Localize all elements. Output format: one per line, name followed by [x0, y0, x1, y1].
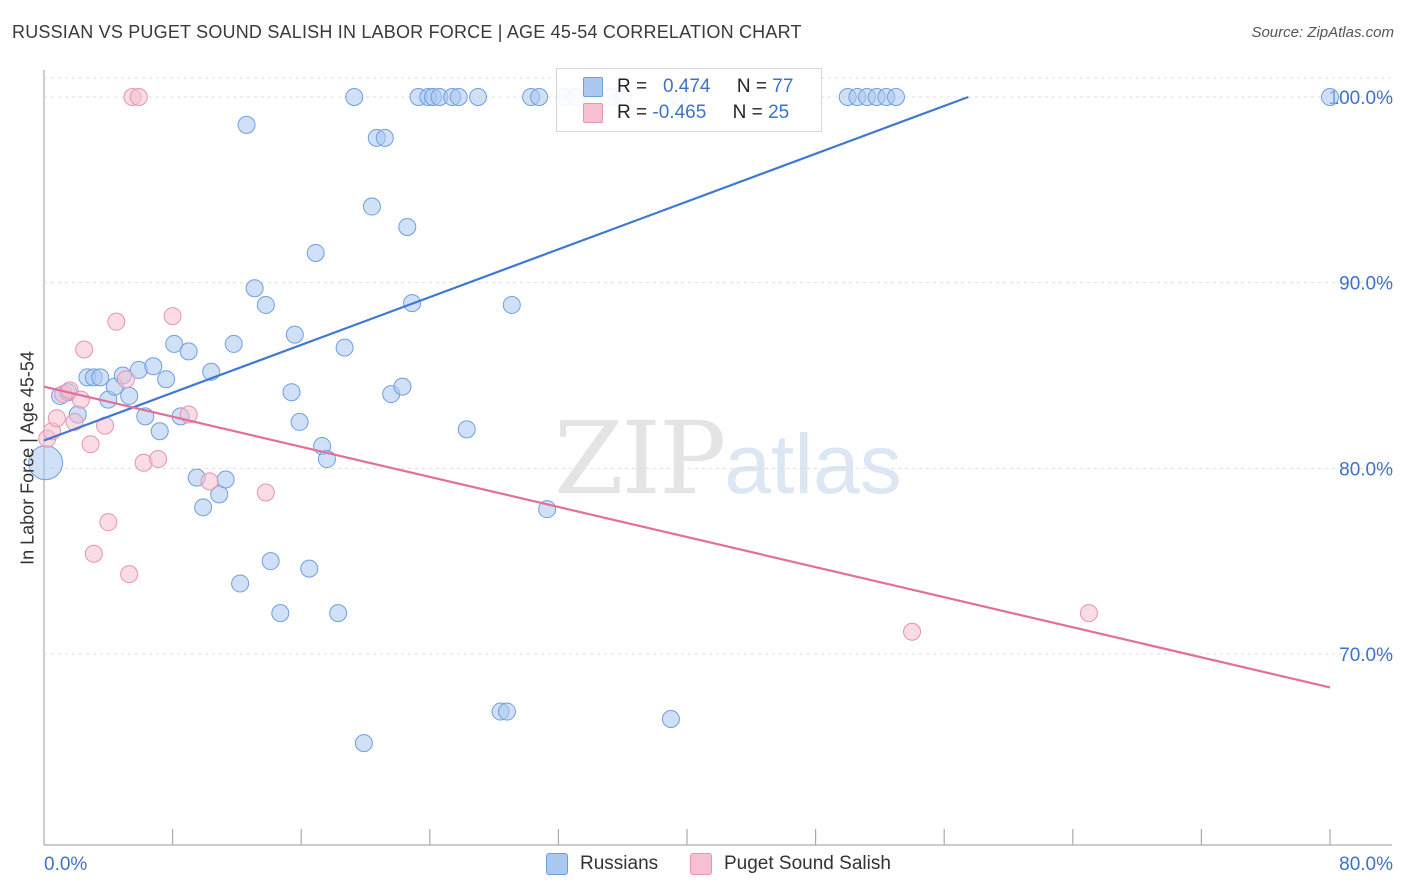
bottom-swatch-puget [690, 853, 712, 875]
legend-swatch-puget [583, 103, 603, 123]
puget-point [107, 312, 126, 331]
bottom-legend-label: Russians [580, 853, 659, 874]
russians-point [449, 88, 468, 106]
watermark-zip: ZIP [554, 400, 726, 517]
y-tick-label: 90.0% [1339, 274, 1393, 295]
y-tick-label: 100.0% [1329, 88, 1394, 109]
russians-point [375, 128, 394, 147]
legend-r-value: -0.465 [652, 102, 707, 123]
puget-point [256, 483, 275, 502]
russians-point [530, 88, 549, 106]
russians-point [150, 422, 169, 441]
legend-n-label: N = [732, 102, 763, 123]
x-tick-label: 80.0% [1339, 854, 1393, 875]
legend-row-russians: R = 0.474 N = 77 [583, 75, 793, 99]
puget-point [129, 88, 148, 106]
puget-point [99, 513, 118, 532]
russians-point [345, 88, 364, 106]
bottom-legend-russians: Russians [546, 853, 658, 875]
puget-point [81, 435, 100, 454]
russians-point [290, 412, 309, 431]
puget-point [75, 340, 94, 359]
russians-point [886, 88, 905, 106]
russians-point [393, 377, 412, 396]
russians-point [261, 552, 280, 571]
y-tick-label: 80.0% [1339, 459, 1393, 480]
puget-trendline [43, 385, 1331, 689]
puget-point [200, 472, 219, 491]
russians-point [329, 604, 348, 623]
russians-point [231, 574, 250, 593]
russians-point [165, 334, 184, 353]
russians-point [282, 383, 301, 402]
russians-point [285, 325, 304, 344]
russians-point [502, 295, 521, 314]
russians-point [497, 702, 516, 721]
puget-point [47, 409, 66, 428]
russians-point [398, 217, 417, 236]
russians-point [224, 334, 243, 353]
russians-point [335, 338, 354, 357]
puget-point [163, 307, 182, 326]
y-axis-label: In Labor Force | Age 45-54 [17, 351, 38, 565]
russians-point [306, 243, 325, 262]
correlation-legend: R = 0.474 N = 77 R = -0.465 N = 25 [556, 68, 822, 132]
russians-point [661, 709, 680, 728]
russians-point [245, 279, 264, 298]
y-tick-label: 70.0% [1339, 645, 1393, 666]
russians-point [457, 420, 476, 439]
legend-n-value: 25 [768, 102, 790, 123]
chart-title: RUSSIAN VS PUGET SOUND SALISH IN LABOR F… [12, 22, 802, 42]
russians-point [237, 115, 256, 134]
legend-n-label: N = [736, 76, 768, 97]
legend-r-value: 0.474 [662, 76, 711, 97]
russians-point [144, 357, 163, 376]
legend-n-value: 77 [772, 76, 794, 97]
x-tick-label: 0.0% [44, 854, 87, 875]
watermark: ZIPatlas [554, 400, 902, 517]
russians-trendline [43, 95, 969, 442]
russians-point [354, 734, 373, 753]
puget-point [1079, 604, 1098, 623]
puget-point [149, 450, 168, 469]
puget-point [903, 622, 922, 641]
russians-point [194, 498, 213, 517]
russians-point [210, 485, 229, 504]
puget-point [116, 370, 135, 389]
watermark-atlas: atlas [724, 417, 902, 511]
puget-point [65, 412, 84, 431]
russians-point [120, 386, 139, 405]
source-label: Source: ZipAtlas.com [1251, 24, 1394, 41]
bottom-legend-label: Puget Sound Salish [724, 853, 891, 874]
legend-swatch-russians [583, 77, 603, 97]
russians-point [271, 604, 290, 623]
russians-point [362, 197, 381, 216]
puget-point [84, 544, 103, 563]
russians-point [300, 559, 319, 578]
legend-r-label: R = [617, 102, 648, 123]
russians-point [157, 370, 176, 389]
russians-point [91, 368, 110, 387]
bottom-legend-puget: Puget Sound Salish [690, 853, 891, 875]
russians-point [179, 342, 198, 361]
russians-point [216, 470, 235, 489]
legend-row-puget: R = -0.465 N = 25 [583, 101, 789, 125]
bottom-swatch-russians [546, 853, 568, 875]
legend-r-label: R = [617, 76, 648, 97]
puget-point [120, 565, 139, 584]
russians-point [256, 295, 275, 314]
russians-point [469, 88, 488, 106]
russians-point [1321, 88, 1339, 106]
